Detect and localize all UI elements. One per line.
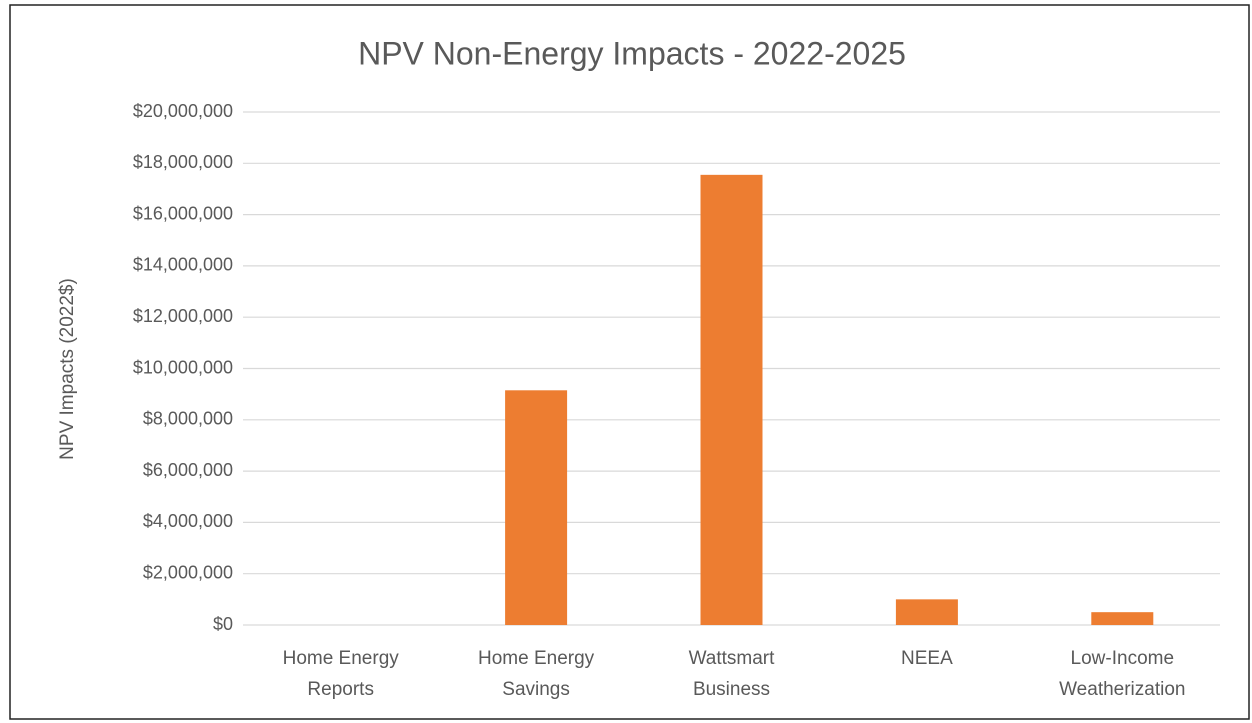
x-tick-label: Low-Income Weatherization <box>1059 648 1186 700</box>
x-tick-label: Wattsmart Business <box>688 648 775 700</box>
y-tick-label: $8,000,000 <box>143 409 233 429</box>
x-tick-label: Home Energy Reports <box>282 648 399 700</box>
y-tick-label: $6,000,000 <box>143 460 233 480</box>
x-tick-label: NEEA <box>901 648 953 669</box>
y-tick-label: $2,000,000 <box>143 562 233 582</box>
bar <box>505 390 568 625</box>
chart-title: NPV Non-Energy Impacts - 2022-2025 <box>358 35 906 71</box>
y-tick-label: $20,000,000 <box>133 101 233 121</box>
y-tick-label: $10,000,000 <box>133 357 233 377</box>
chart-border <box>9 4 1250 720</box>
y-axis-title: NPV Impacts (2022$) <box>57 278 78 460</box>
y-tick-label: $18,000,000 <box>133 152 233 172</box>
y-tick-label: $12,000,000 <box>133 306 233 326</box>
y-tick-label: $16,000,000 <box>133 203 233 223</box>
bar <box>1091 612 1154 625</box>
y-tick-label: $0 <box>213 614 233 634</box>
bar <box>700 174 763 625</box>
bar <box>895 599 958 625</box>
x-tick-label: Home Energy Savings <box>478 648 595 700</box>
y-tick-label: $4,000,000 <box>143 511 233 531</box>
y-tick-label: $14,000,000 <box>133 255 233 275</box>
